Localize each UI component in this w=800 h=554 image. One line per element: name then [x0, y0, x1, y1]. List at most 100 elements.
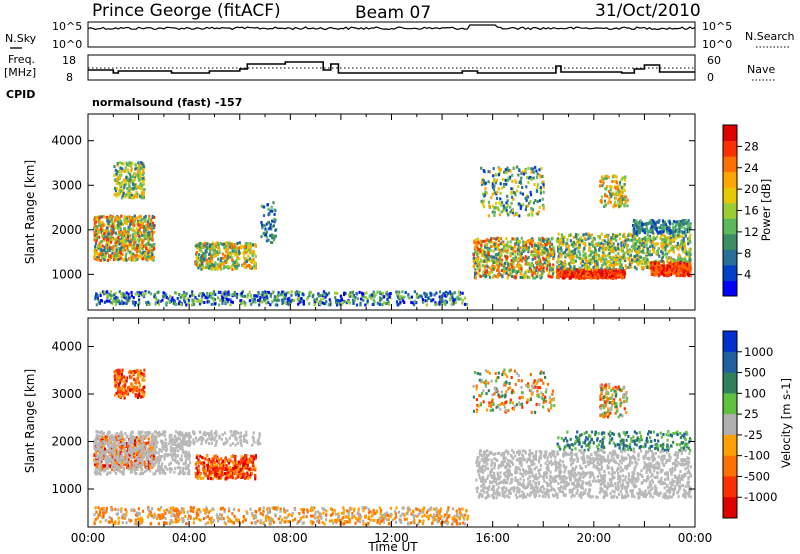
- echo-cell: [533, 246, 536, 250]
- echo-cell: [545, 267, 549, 271]
- echo-cell: [397, 292, 400, 296]
- echo-cell: [101, 220, 104, 224]
- echo-cell: [579, 261, 583, 265]
- echo-cell: [615, 196, 618, 200]
- echo-cell: [281, 293, 284, 297]
- echo-cell: [235, 246, 238, 250]
- echo-cell: [587, 232, 590, 236]
- echo-cell: [593, 259, 596, 263]
- echo-cell: [141, 250, 145, 254]
- echo-cell: [637, 228, 640, 232]
- echo-cell: [527, 248, 530, 252]
- y-tick-label: 3000: [51, 178, 82, 192]
- echo-cell: [265, 239, 268, 243]
- echo-cell: [633, 265, 637, 269]
- echo-cell: [473, 262, 476, 266]
- echo-cell: [617, 199, 620, 203]
- echo-cell: [113, 218, 117, 222]
- echo-cell: [438, 290, 442, 294]
- echo-cell: [497, 272, 500, 276]
- echo-cell: [129, 216, 133, 220]
- echo-cell: [513, 213, 516, 217]
- echo-cell: [216, 265, 219, 269]
- echo-cell: [134, 292, 137, 296]
- echo-cell: [119, 248, 122, 252]
- echo-cell: [657, 221, 660, 225]
- echo-cell: [676, 241, 679, 245]
- echo-cell: [482, 205, 486, 209]
- echo-cell: [224, 302, 227, 306]
- echo-cell: [476, 238, 479, 242]
- echo-cell: [686, 230, 689, 234]
- echo-cell: [504, 249, 507, 253]
- echo-cell: [216, 253, 219, 257]
- echo-cell: [573, 267, 577, 271]
- echo-cell: [673, 258, 676, 262]
- echo-cell: [294, 293, 298, 297]
- echo-cell: [283, 297, 287, 301]
- echo-cell: [653, 246, 656, 250]
- echo-cell: [259, 295, 262, 299]
- echo-cell: [135, 162, 138, 166]
- echo-cell: [651, 262, 654, 266]
- echo-cell: [492, 167, 495, 171]
- echo-cell: [491, 185, 495, 189]
- echo-cell: [668, 221, 671, 225]
- echo-cell: [521, 192, 524, 196]
- echo-cell: [533, 248, 536, 252]
- echo-cell: [463, 296, 467, 300]
- echo-cell: [202, 293, 205, 297]
- echo-cell: [506, 169, 509, 173]
- echo-cell: [663, 273, 666, 277]
- echo-cell: [98, 220, 101, 224]
- echo-cell: [528, 269, 531, 273]
- echo-cell: [474, 273, 477, 277]
- echo-cell: [208, 266, 211, 270]
- echo-cell: [122, 292, 125, 296]
- echo-cell: [117, 258, 120, 261]
- echo-cell: [149, 243, 152, 247]
- echo-cell: [521, 186, 524, 189]
- echo-cell: [125, 222, 128, 226]
- echo-cell: [402, 299, 405, 303]
- echo-cell: [410, 300, 413, 304]
- echo-cell: [446, 291, 449, 295]
- echo-cell: [322, 302, 326, 306]
- echo-cell: [622, 234, 625, 238]
- echo-cell: [250, 302, 253, 306]
- echo-cell: [204, 249, 207, 253]
- echo-cell: [491, 192, 494, 196]
- echo-cell: [225, 249, 228, 253]
- echo-cell: [522, 172, 525, 176]
- echo-cell: [670, 267, 674, 271]
- echo-cell: [125, 176, 128, 180]
- echo-cell: [574, 273, 577, 277]
- echo-cell: [359, 303, 362, 307]
- echo-cell: [689, 252, 692, 256]
- echo-cell: [493, 210, 496, 214]
- echo-cell: [99, 251, 102, 255]
- echo-cell: [116, 298, 119, 301]
- echo-cell: [206, 242, 209, 246]
- echo-cell: [673, 238, 676, 242]
- echo-cell: [260, 235, 263, 239]
- echo-cell: [127, 163, 130, 167]
- echo-cell: [514, 254, 517, 258]
- echo-cell: [233, 260, 236, 264]
- echo-cell: [233, 245, 236, 249]
- echo-cell: [537, 183, 540, 187]
- echo-cell: [301, 292, 304, 296]
- echo-cell: [536, 212, 539, 216]
- echo-cell: [194, 260, 197, 264]
- echo-cell: [484, 251, 487, 255]
- echo-cell: [495, 206, 498, 209]
- echo-cell: [114, 298, 117, 302]
- echo-cell: [273, 295, 276, 299]
- echo-cell: [531, 273, 534, 277]
- echo-cell: [673, 265, 676, 269]
- echo-cell: [520, 259, 524, 263]
- echo-cell: [676, 228, 679, 231]
- echo-cell: [128, 219, 131, 223]
- echo-cell: [172, 298, 175, 302]
- echo-cell: [432, 298, 435, 302]
